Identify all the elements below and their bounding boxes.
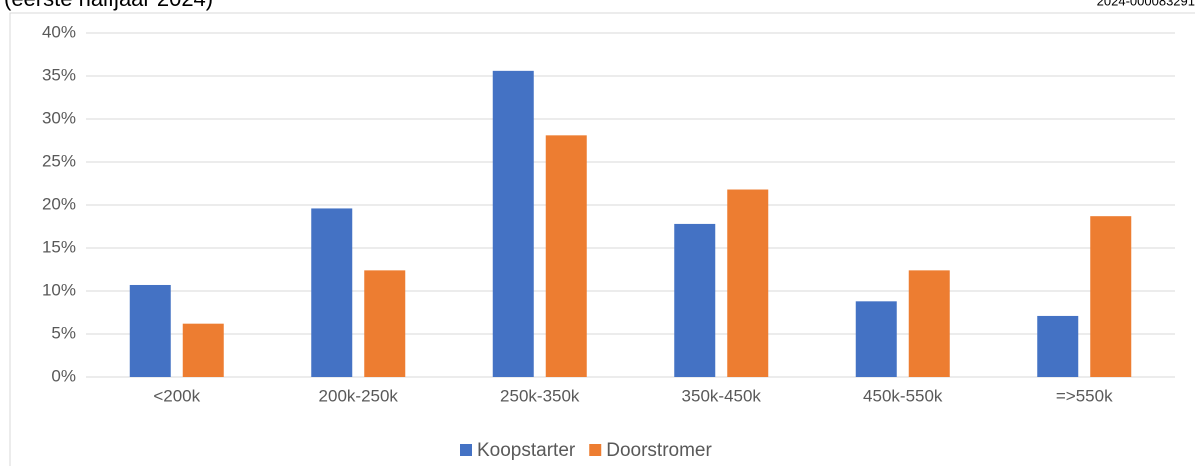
bar [545,135,587,377]
legend-label: Doorstromer [606,440,712,461]
bar [129,284,171,377]
x-tick-label: 350k-450k [682,386,762,405]
y-tick-label: 10% [42,280,76,299]
bar [492,70,534,377]
y-tick-label: 15% [42,237,76,256]
bar [1037,315,1079,377]
y-tick-label: 25% [42,151,76,170]
chart-subtitle: (eerste halfjaar 2024) [4,0,213,11]
bar [908,270,950,377]
bar [182,323,224,377]
x-tick-label: =>550k [1056,386,1113,405]
bar [674,223,716,377]
y-tick-label: 5% [51,323,76,342]
legend-label: Koopstarter [477,440,576,461]
x-tick-label: <200k [153,386,200,405]
legend-swatch [460,444,472,456]
y-tick-label: 40% [42,22,76,41]
legend-swatch [589,444,602,456]
bar [364,270,406,377]
chart-border [9,12,1195,471]
bar [855,301,897,377]
y-tick-label: 20% [42,194,76,213]
bar [727,189,769,377]
y-tick-label: 0% [51,366,76,385]
bar [311,208,353,377]
x-tick-label: 200k-250k [319,386,399,405]
x-tick-label: 250k-350k [500,386,580,405]
x-tick-label: 450k-550k [863,386,943,405]
y-tick-label: 35% [42,65,76,84]
annotation: 2024-000083291 [1097,0,1195,8]
y-tick-label: 30% [42,108,76,127]
bar [1090,216,1132,377]
